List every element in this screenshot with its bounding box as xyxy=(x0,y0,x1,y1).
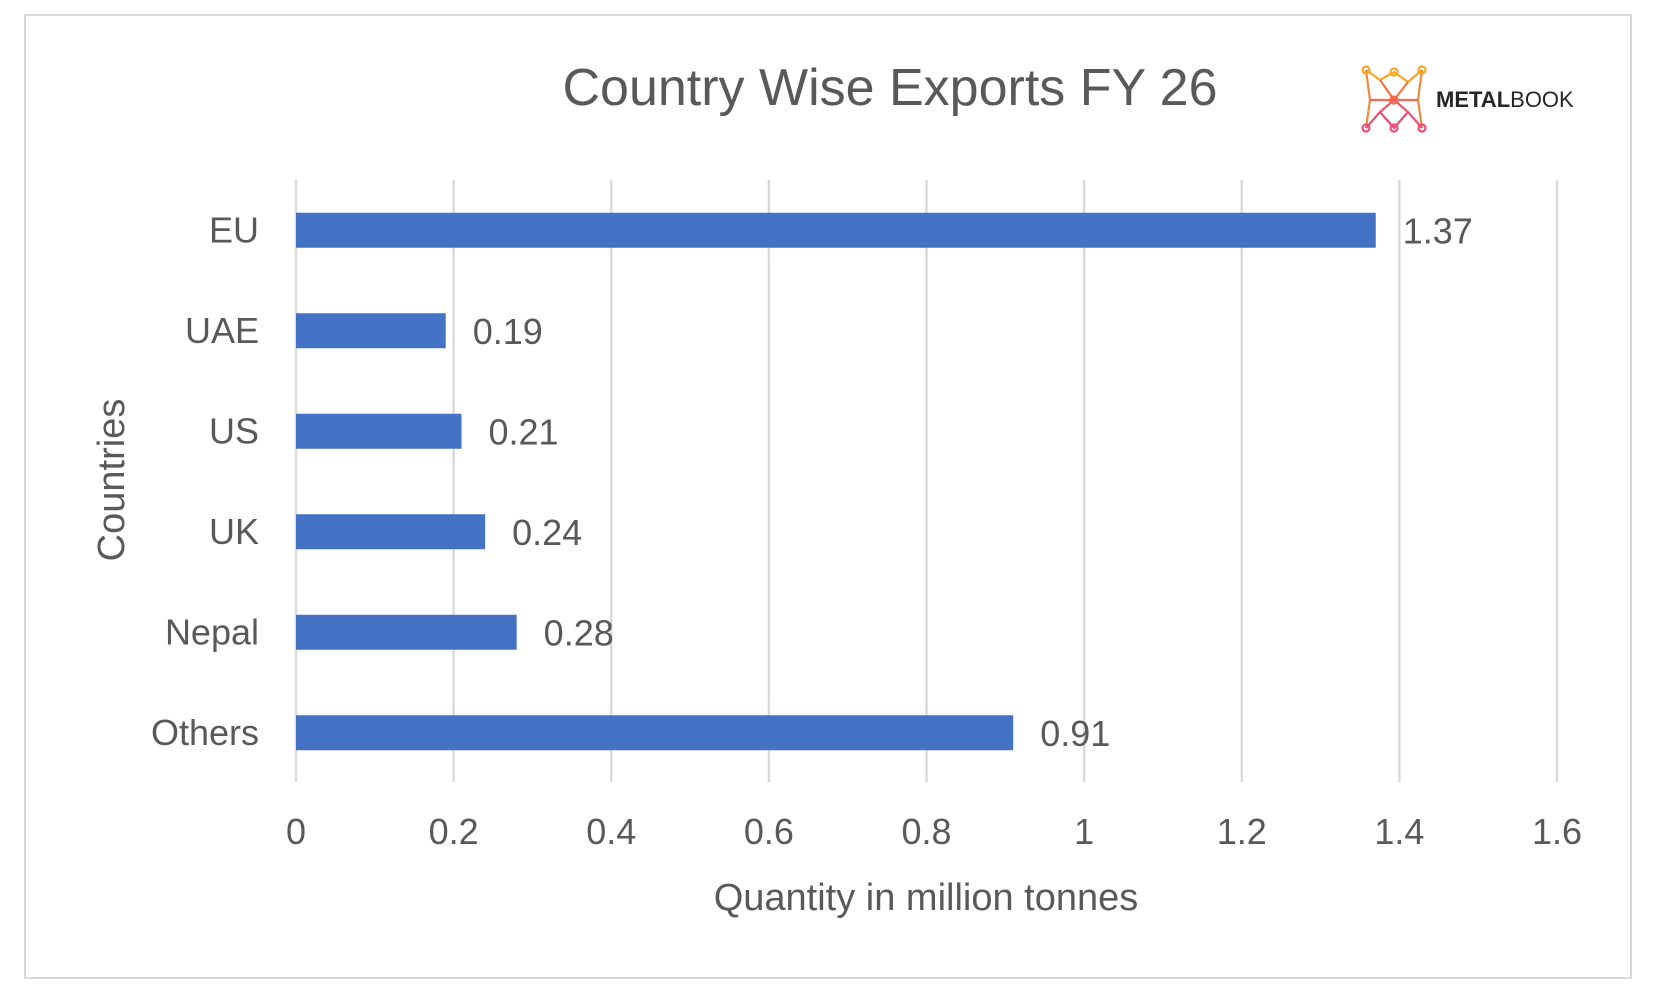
x-tick-label-6: 1.2 xyxy=(1217,811,1267,852)
data-label-eu: 1.37 xyxy=(1403,210,1473,251)
metalbook-logo: METALBOOK xyxy=(1361,65,1574,133)
data-label-us: 0.21 xyxy=(489,411,559,452)
y-tick-label-uae: UAE xyxy=(185,310,259,351)
x-tick-label-4: 0.8 xyxy=(901,811,951,852)
x-tick-label-8: 1.6 xyxy=(1532,811,1582,852)
logo-text-regular: BOOK xyxy=(1510,87,1574,112)
bar-us xyxy=(296,413,462,449)
logo-text-bold: METAL xyxy=(1436,87,1510,112)
y-tick-label-nepal: Nepal xyxy=(165,611,259,652)
x-tick-label-0: 0 xyxy=(286,811,306,852)
x-tick-label-3: 0.6 xyxy=(744,811,794,852)
y-axis-ticks: EU UAE US UK Nepal Others xyxy=(151,209,259,753)
bar-others xyxy=(296,715,1014,751)
bar-nepal xyxy=(296,614,517,650)
y-axis-label: Countries xyxy=(91,399,133,562)
data-label-others: 0.91 xyxy=(1040,713,1110,754)
x-axis-ticks: 0 0.2 0.4 0.6 0.8 1 1.2 1.4 1.6 xyxy=(286,811,1582,852)
y-tick-label-us: US xyxy=(209,410,259,451)
x-tick-label-1: 0.2 xyxy=(429,811,479,852)
data-label-uk: 0.24 xyxy=(512,512,582,553)
x-tick-label-2: 0.4 xyxy=(586,811,636,852)
x-axis-label: Quantity in million tonnes xyxy=(714,877,1139,919)
bar-uae xyxy=(296,313,446,349)
x-tick-label-5: 1 xyxy=(1074,811,1094,852)
y-tick-label-others: Others xyxy=(151,712,259,753)
y-tick-label-eu: EU xyxy=(209,209,259,250)
chart-frame xyxy=(24,14,1632,979)
chart-title: Country Wise Exports FY 26 xyxy=(562,59,1217,117)
data-label-nepal: 0.28 xyxy=(544,612,614,653)
metalbook-logo-icon xyxy=(1361,65,1427,133)
bar-eu xyxy=(296,212,1376,248)
x-tick-label-7: 1.4 xyxy=(1374,811,1424,852)
data-labels: 1.37 0.19 0.21 0.24 0.28 0.91 xyxy=(473,210,1473,754)
gridlines xyxy=(294,180,1559,782)
data-label-uae: 0.19 xyxy=(473,311,543,352)
y-tick-label-uk: UK xyxy=(209,511,259,552)
bars xyxy=(296,212,1376,751)
svg-text:METALBOOK: METALBOOK xyxy=(1436,87,1574,112)
bar-uk xyxy=(296,514,486,550)
